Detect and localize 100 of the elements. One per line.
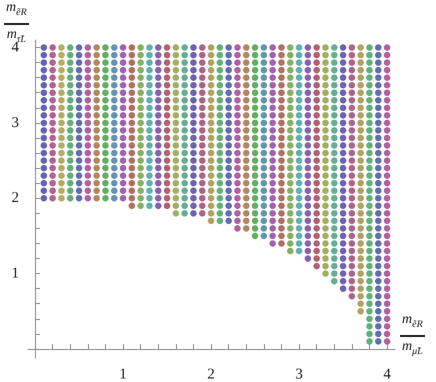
- point: [93, 180, 100, 186]
- point: [331, 262, 338, 270]
- point: [120, 44, 126, 51]
- point: [208, 180, 214, 186]
- point: [269, 187, 276, 194]
- point: [304, 82, 312, 88]
- point: [357, 232, 364, 240]
- point: [304, 104, 312, 112]
- point: [296, 134, 302, 142]
- point: [348, 97, 356, 104]
- point: [296, 180, 302, 186]
- point: [375, 285, 382, 292]
- point: [216, 150, 224, 156]
- point: [252, 150, 258, 156]
- point: [225, 164, 232, 172]
- point: [348, 270, 356, 277]
- point: [146, 59, 153, 66]
- point: [216, 157, 224, 164]
- point: [322, 59, 329, 66]
- point: [199, 195, 206, 202]
- point: [208, 187, 214, 194]
- point: [322, 180, 329, 186]
- point: [216, 172, 224, 179]
- point: [58, 104, 65, 112]
- point: [304, 210, 312, 217]
- point: [67, 180, 74, 186]
- point: [146, 120, 153, 126]
- point: [260, 150, 268, 156]
- point: [287, 210, 294, 217]
- point: [313, 180, 320, 186]
- point: [278, 157, 285, 164]
- point: [252, 97, 258, 104]
- point: [313, 232, 320, 240]
- point: [49, 59, 56, 66]
- point: [331, 44, 338, 51]
- point: [260, 112, 268, 119]
- point: [190, 180, 197, 186]
- point: [322, 262, 329, 270]
- point: [304, 218, 312, 224]
- point: [155, 104, 162, 112]
- point: [304, 142, 312, 149]
- point: [313, 164, 320, 172]
- point: [76, 74, 82, 81]
- point: [260, 232, 268, 240]
- point: [322, 142, 329, 149]
- point: [331, 195, 338, 202]
- point: [225, 120, 232, 126]
- point: [366, 202, 373, 210]
- point: [313, 120, 320, 126]
- point: [93, 66, 100, 74]
- point: [181, 195, 188, 202]
- point: [76, 112, 82, 119]
- point: [58, 134, 65, 142]
- point: [208, 172, 214, 179]
- point: [304, 195, 312, 202]
- point: [111, 127, 118, 134]
- point: [278, 134, 285, 142]
- point: [67, 44, 74, 51]
- point: [172, 157, 180, 164]
- point: [208, 195, 214, 202]
- point: [384, 127, 390, 134]
- point: [164, 172, 170, 179]
- point: [190, 104, 197, 112]
- point: [67, 127, 74, 134]
- point: [172, 164, 180, 172]
- point: [357, 44, 364, 51]
- point: [40, 157, 48, 164]
- point: [348, 59, 356, 66]
- point: [384, 59, 390, 66]
- point: [216, 127, 224, 134]
- point: [102, 157, 109, 164]
- point: [58, 90, 65, 96]
- point: [357, 187, 364, 194]
- point: [172, 180, 180, 186]
- point: [366, 338, 373, 345]
- point: [287, 127, 294, 134]
- point: [137, 187, 144, 194]
- point: [164, 44, 170, 51]
- point: [84, 180, 92, 186]
- point: [243, 142, 250, 149]
- point: [269, 59, 276, 66]
- point: [252, 74, 258, 81]
- point: [278, 82, 285, 88]
- point: [322, 74, 329, 81]
- point: [375, 232, 382, 240]
- point: [304, 180, 312, 186]
- point: [269, 120, 276, 126]
- point: [243, 195, 250, 202]
- point: [243, 218, 250, 224]
- point: [181, 157, 188, 164]
- point: [331, 180, 338, 186]
- point: [313, 112, 320, 119]
- point: [49, 44, 56, 51]
- point: [287, 97, 294, 104]
- x-tick-label: 1: [119, 366, 127, 382]
- point: [208, 59, 214, 66]
- point: [331, 202, 338, 210]
- point: [322, 134, 329, 142]
- point: [181, 150, 188, 156]
- point: [252, 202, 258, 210]
